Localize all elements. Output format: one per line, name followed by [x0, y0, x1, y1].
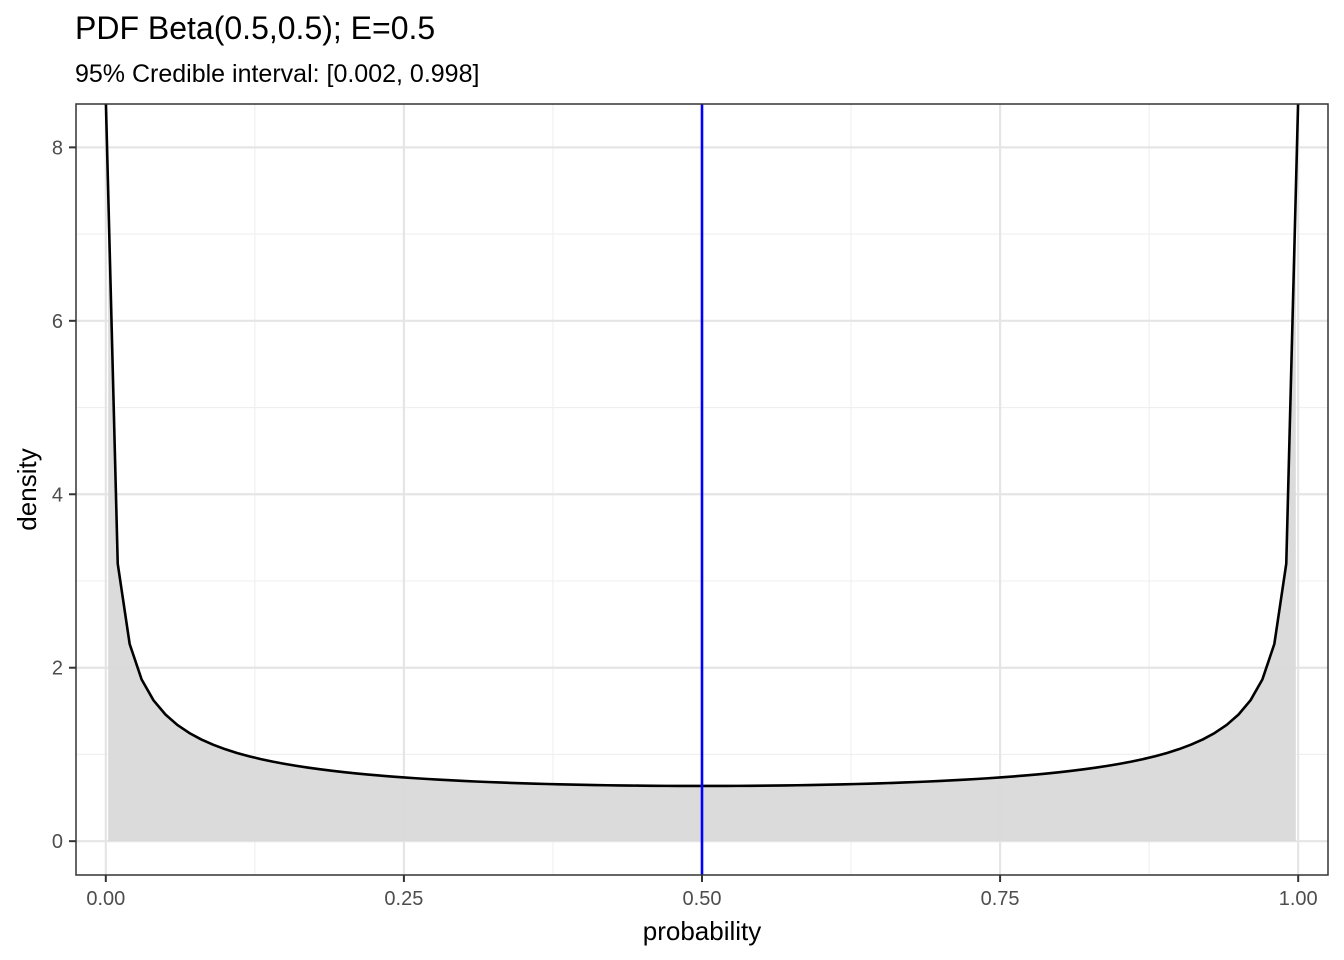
y-tick-label: 4: [52, 484, 63, 506]
x-tick-label: 0.00: [86, 888, 125, 910]
chart-title: PDF Beta(0.5,0.5); E=0.5: [75, 10, 435, 46]
plot-panel: [75, 103, 1329, 876]
x-tick-label: 1.00: [1279, 888, 1318, 910]
x-tick-label: 0.50: [683, 888, 722, 910]
x-tick-label: 0.75: [981, 888, 1020, 910]
density-area: [108, 223, 1296, 842]
y-tick-label: 2: [52, 658, 63, 680]
x-axis-title: probability: [643, 916, 762, 946]
chart-subtitle: 95% Credible interval: [0.002, 0.998]: [75, 60, 479, 88]
y-axis-title: density: [12, 448, 42, 530]
y-tick-label: 6: [52, 311, 63, 333]
x-axis: 0.00 0.25 0.50 0.75 1.00: [86, 875, 1318, 910]
x-tick-label: 0.25: [384, 888, 423, 910]
y-tick-label: 0: [52, 831, 63, 853]
y-axis: 0 2 4 6 8: [52, 137, 76, 853]
y-tick-label: 8: [52, 137, 63, 159]
